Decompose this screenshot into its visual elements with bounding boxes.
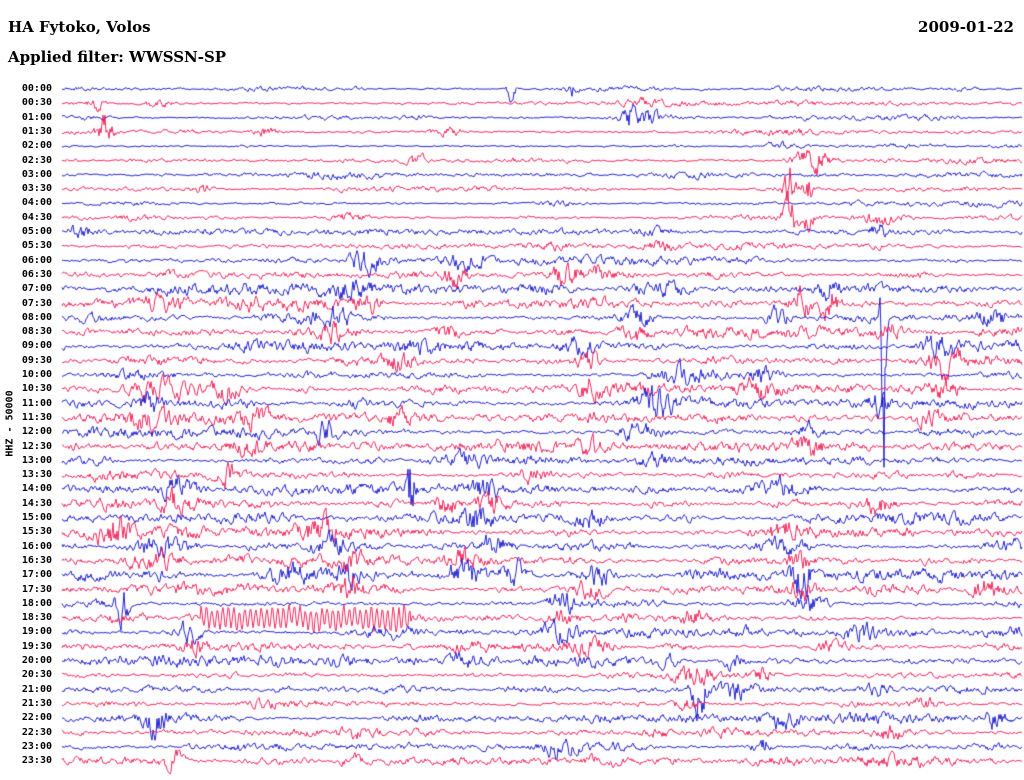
time-label: 17:30 (21, 583, 52, 595)
time-label: 16:00 (21, 540, 52, 552)
time-label: 20:30 (21, 669, 52, 681)
time-label: 04:00 (21, 197, 52, 209)
time-label: 19:00 (21, 626, 52, 638)
time-label: 11:00 (21, 397, 52, 409)
time-label: 11:30 (21, 411, 52, 423)
time-label: 01:30 (21, 125, 52, 137)
time-label: 13:00 (21, 454, 52, 466)
time-label: 09:30 (21, 354, 52, 366)
time-label: 23:30 (21, 755, 52, 767)
time-label: 14:30 (21, 497, 52, 509)
time-label: 13:30 (21, 469, 52, 481)
time-label: 07:00 (21, 283, 52, 295)
time-label: 19:30 (21, 640, 52, 652)
time-label: 10:30 (21, 383, 52, 395)
time-label: 06:00 (21, 254, 52, 266)
time-label: 22:00 (21, 712, 52, 724)
time-label: 05:00 (21, 226, 52, 237)
time-label: 22:30 (21, 726, 52, 738)
time-label: 10:00 (21, 369, 52, 380)
time-label-column: 00:00 00:30 01:00 01:30 02:00 02:30 03:00 03:30… (0, 0, 58, 780)
time-label: 14:00 (21, 483, 52, 495)
time-label: 21:00 (21, 683, 52, 695)
time-label: 20:00 (21, 655, 52, 666)
time-label: 12:30 (21, 440, 52, 452)
time-label: 17:00 (21, 569, 52, 581)
time-label: 09:00 (21, 340, 52, 352)
time-label: 18:30 (21, 612, 52, 624)
time-label: 21:30 (21, 697, 52, 709)
time-label: 12:00 (21, 426, 52, 438)
time-label: 03:30 (21, 183, 52, 195)
time-label: 01:00 (21, 111, 52, 123)
time-label: 06:30 (21, 268, 52, 280)
time-label: 02:30 (21, 154, 52, 166)
time-label: 08:30 (21, 326, 52, 338)
time-label: 23:00 (21, 740, 52, 752)
time-label: 08:00 (21, 311, 52, 323)
time-label: 16:30 (21, 554, 52, 566)
time-label: 15:00 (21, 512, 52, 523)
time-label: 02:00 (21, 140, 52, 152)
time-label: 00:30 (21, 97, 52, 109)
time-label: 15:30 (21, 526, 52, 538)
time-label: 18:00 (21, 597, 52, 609)
time-label: 04:30 (21, 211, 52, 223)
time-label: 00:00 (21, 83, 52, 94)
time-label: 07:30 (21, 297, 52, 309)
time-label: 05:30 (21, 240, 52, 252)
time-label: 03:00 (21, 168, 52, 180)
